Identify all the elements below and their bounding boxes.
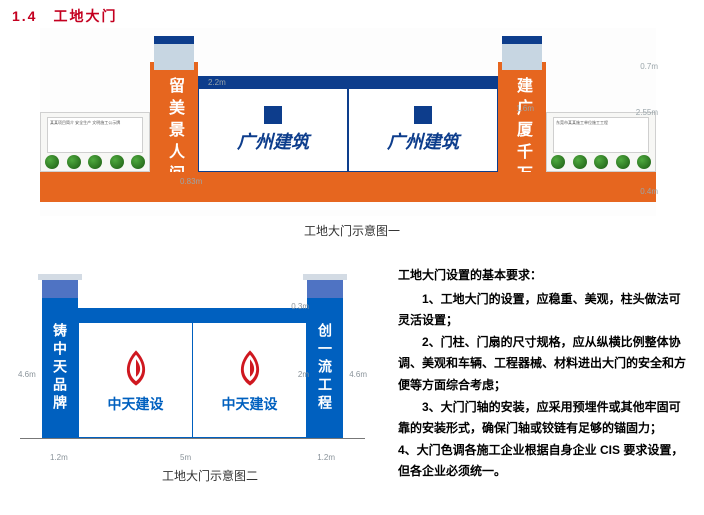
section-heading: 1.4 工地大门 — [12, 6, 117, 26]
fig1-gate-lintel — [198, 76, 498, 88]
dim-label: 1.2m — [317, 453, 335, 462]
req-item-1: 1、工地大门的设置，应稳重、美观，柱头做法可灵活设置； — [398, 289, 688, 332]
fig2-panel-text: 中天建设 — [108, 394, 164, 414]
dim-label: 2m — [298, 370, 309, 379]
fig1-ground — [40, 172, 656, 202]
dim-label: 0.4m — [640, 187, 658, 196]
figure-1: 某某项目简介 安全生产 文明施工公示牌 东莞市某某施工单位施工工程 留美景人间 … — [40, 28, 656, 216]
dim-label: 2.55m — [636, 108, 658, 117]
fig1-wing-right-board: 东莞市某某施工单位施工工程 — [553, 117, 649, 153]
dim-label: 0.83m — [180, 177, 202, 186]
fig2-logo-icon — [228, 346, 272, 390]
fig1-panel-text: 广州建筑 — [237, 128, 309, 154]
dim-label: 4.6m — [349, 370, 367, 379]
fig1-panel-logo — [264, 106, 282, 124]
figure-2-caption: 工地大门示意图二 — [60, 467, 360, 484]
fig2-panel-right: 中天建设 — [193, 323, 306, 437]
fig1-gate-panel-left: 广州建筑 — [198, 88, 348, 172]
fig2-beam — [78, 308, 307, 322]
fig2-panels: 中天建设 中天建设 — [78, 322, 307, 438]
requirements-text: 工地大门设置的基本要求： 1、工地大门的设置，应稳重、美观，柱头做法可灵活设置；… — [398, 265, 688, 483]
fig1-gate-panels: 广州建筑 广州建筑 — [198, 88, 498, 172]
dim-label: 0.7m — [640, 62, 658, 71]
fig2-panel-text: 中天建设 — [222, 394, 278, 414]
figure-2: 铸中天品牌 创一流工程 中天建设 中天建设 4.6m 4.6m 0.3m 2m … — [20, 280, 365, 470]
fig2-pillar-left: 铸中天品牌 — [42, 298, 78, 438]
fig2-cap-left — [42, 280, 78, 298]
fig2-cap-right — [307, 280, 343, 298]
fig2-panel-left: 中天建设 — [79, 323, 193, 437]
fig2-ground — [20, 438, 365, 448]
req-item-2: 2、门柱、门扇的尺寸规格，应从纵横比例整体协调、美观和车辆、工程器械、材料进出大… — [398, 332, 688, 397]
fig1-wing-right: 东莞市某某施工单位施工工程 — [546, 112, 656, 172]
fig2-logo-icon — [114, 346, 158, 390]
req-item-3: 3、大门门轴的安装，应采用预埋件或其他牢固可靠的安装形式，确保门轴或铰链有足够的… — [398, 397, 688, 440]
dim-label: 5m — [180, 453, 191, 462]
req-item-4: 4、大门色调各施工企业根据自身企业 CIS 要求设置，但各企业必须统一。 — [398, 440, 688, 483]
fig1-wing-left-board: 某某项目简介 安全生产 文明施工公示牌 — [47, 117, 143, 153]
fig1-panel-logo — [414, 106, 432, 124]
dim-label: 4.6m — [18, 370, 36, 379]
req-title: 工地大门设置的基本要求： — [398, 265, 688, 287]
fig1-gate-panel-right: 广州建筑 — [348, 88, 498, 172]
dim-label: 0.3m — [291, 302, 309, 311]
dim-label: 1.2m — [50, 453, 68, 462]
figure-1-caption: 工地大门示意图一 — [0, 222, 704, 239]
fig1-wing-left: 某某项目简介 安全生产 文明施工公示牌 — [40, 112, 150, 172]
fig1-panel-text: 广州建筑 — [387, 128, 459, 154]
dim-label: 1.6m — [516, 104, 534, 113]
fig2-pillar-right: 创一流工程 — [307, 298, 343, 438]
dim-label: 2.2m — [208, 78, 226, 87]
